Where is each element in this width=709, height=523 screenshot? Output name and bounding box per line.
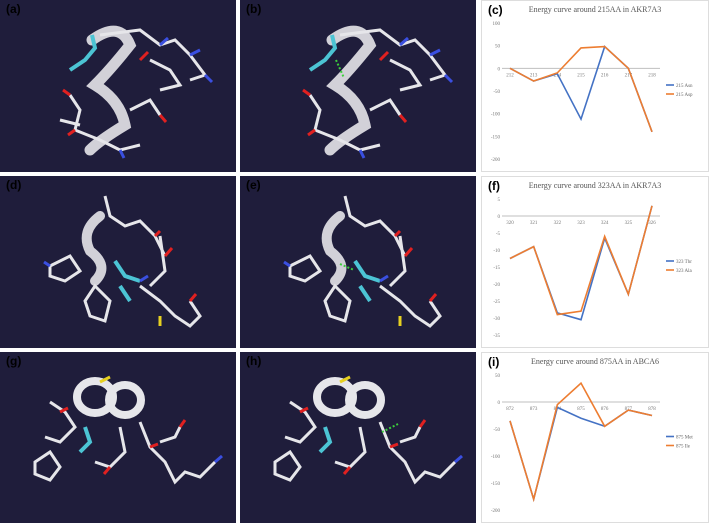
legend-label: 323 Ala — [676, 269, 692, 274]
y-tick-label: 50 — [495, 45, 501, 50]
x-tick-label: 213 — [530, 73, 538, 78]
molecule-e-image — [283, 195, 442, 328]
y-tick-label: -200 — [491, 158, 501, 163]
y-tick-label: -50 — [493, 90, 500, 95]
x-tick-label: 872 — [506, 407, 514, 412]
panel-f-chart: (f) Energy curve around 323AA in AKR7A3 … — [481, 176, 709, 348]
panel-f-label: (f) — [488, 179, 500, 193]
y-tick-label: -150 — [491, 482, 501, 487]
chart-c-title: Energy curve around 215AA in AKR7A3 — [528, 5, 662, 14]
chart-f-plot: 5 0 -5 -10 -15 -20 -25 -30 -35 320 321 322 323 324 325… — [493, 198, 692, 339]
y-tick-label: 0 — [498, 67, 501, 72]
series-line-0 — [509, 45, 653, 133]
y-tick-label: -15 — [493, 266, 500, 271]
panel-h-structure: (h) — [240, 352, 476, 523]
series-line-1 — [509, 45, 653, 133]
x-tick-label: 873 — [530, 407, 538, 412]
x-tick-label: 322 — [554, 221, 562, 226]
y-tick-label: 0 — [498, 215, 501, 220]
chart-i-title: Energy curve around 875AA in ABCA6 — [530, 357, 660, 366]
x-tick-label: 326 — [648, 221, 656, 226]
x-tick-label: 218 — [648, 73, 656, 78]
x-tick-label: 324 — [601, 221, 609, 226]
panel-b-label: (b) — [246, 2, 262, 16]
chart-f-title: Energy curve around 323AA in AKR7A3 — [528, 181, 662, 190]
panel-e-structure: (e) — [240, 176, 476, 348]
legend-label: 875 Met — [676, 436, 693, 441]
panel-i-label: (i) — [488, 355, 500, 369]
legend-label: 215 Asp — [676, 93, 693, 98]
panel-b-structure: (b) — [240, 0, 476, 172]
x-tick-label: 876 — [601, 407, 609, 412]
y-tick-label: -100 — [491, 113, 501, 118]
legend-label: 875 Ile — [676, 445, 691, 450]
panel-d-structure: (d) — [0, 176, 236, 348]
panel-a-label: (a) — [6, 2, 21, 16]
y-tick-label: -10 — [493, 249, 500, 254]
molecule-d-image — [43, 195, 202, 328]
x-tick-label: 215 — [577, 73, 585, 78]
molecule-g-image — [33, 375, 223, 485]
panel-i-chart: (i) Energy curve around 875AA in ABCA6 5… — [481, 352, 709, 523]
y-tick-label: -5 — [496, 232, 501, 237]
molecule-h-image — [273, 375, 463, 485]
molecule-b-image — [302, 25, 454, 159]
y-tick-label: -200 — [491, 509, 501, 514]
x-tick-label: 321 — [530, 221, 538, 226]
series-line-1 — [509, 205, 653, 316]
panel-g-structure: (g) — [0, 352, 236, 523]
panel-g-label: (g) — [6, 354, 22, 368]
legend-label: 215 Asn — [676, 84, 693, 89]
y-tick-label: -150 — [491, 135, 501, 140]
y-tick-label: 50 — [495, 374, 501, 379]
y-tick-label: -30 — [493, 317, 500, 322]
x-tick-label: 217 — [625, 73, 633, 78]
y-tick-label: -20 — [493, 283, 500, 288]
y-tick-label: 5 — [498, 198, 501, 203]
y-tick-label: 100 — [493, 22, 501, 27]
panel-h-label: (h) — [246, 354, 262, 368]
panel-e-label: (e) — [246, 178, 261, 192]
x-tick-label: 320 — [506, 221, 514, 226]
y-tick-label: -25 — [493, 300, 500, 305]
panel-d-label: (d) — [6, 178, 22, 192]
legend-label: 323 Thr — [676, 260, 692, 265]
y-tick-label: -100 — [491, 455, 501, 460]
x-tick-label: 875 — [577, 407, 585, 412]
y-tick-label: -50 — [493, 428, 500, 433]
panel-c-chart: (c) Energy curve around 215AA in AKR7A3 … — [481, 0, 709, 172]
x-tick-label: 878 — [648, 407, 656, 412]
y-tick-label: 0 — [498, 401, 501, 406]
series-line-0 — [509, 406, 653, 503]
x-tick-label: 212 — [506, 73, 514, 78]
x-tick-label: 216 — [601, 73, 609, 78]
x-tick-label: 323 — [577, 221, 585, 226]
panel-c-label: (c) — [488, 3, 503, 17]
molecule-a-image — [59, 25, 214, 159]
panel-a-structure: (a) — [0, 0, 236, 172]
series-line-1 — [509, 381, 653, 503]
x-tick-label: 325 — [625, 221, 633, 226]
y-tick-label: -35 — [493, 334, 500, 339]
